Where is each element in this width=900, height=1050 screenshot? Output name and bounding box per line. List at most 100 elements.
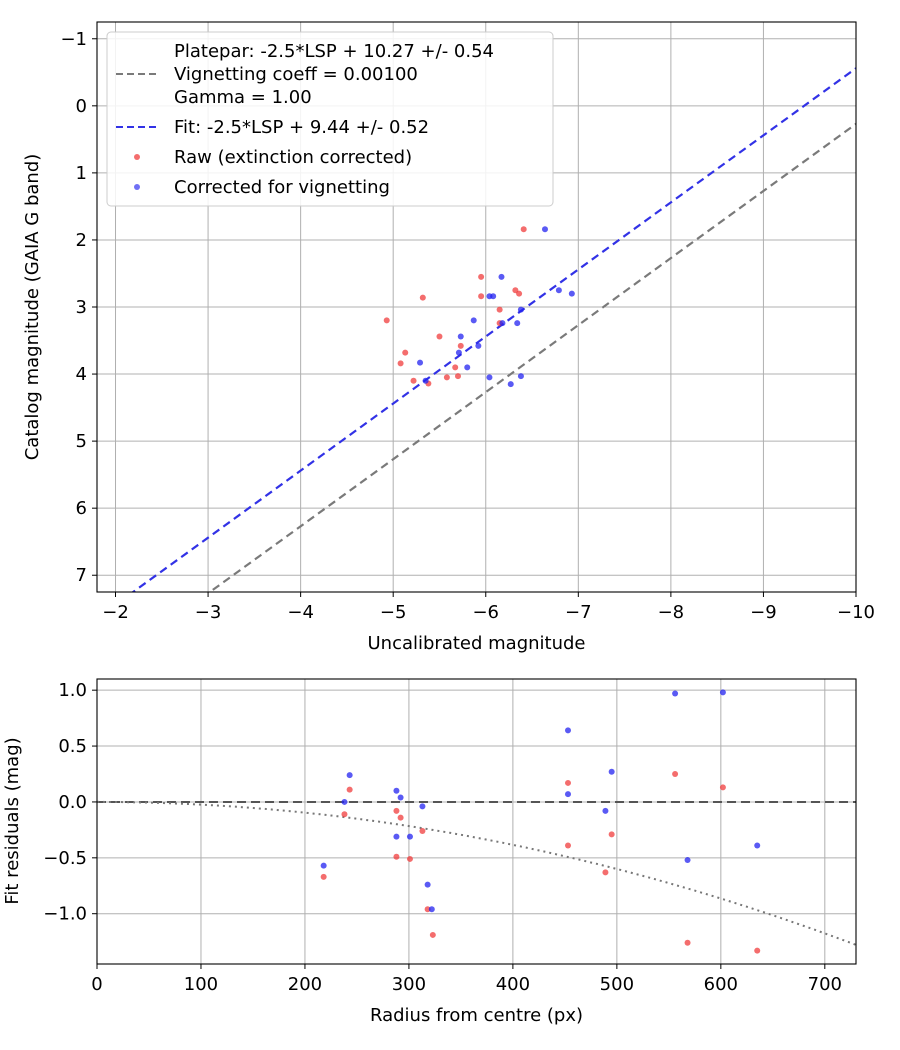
x-tick-label: 500 (600, 974, 634, 995)
raw-point (608, 831, 615, 838)
raw-point (402, 349, 409, 356)
corrected-point (517, 306, 524, 313)
raw-point (397, 814, 404, 821)
y-tick-label: 5 (76, 431, 87, 452)
corrected-point (684, 857, 691, 864)
y-tick-label: 1 (76, 163, 87, 184)
legend-corrected-label: Corrected for vignetting (174, 177, 390, 198)
raw-point (719, 784, 726, 791)
platepar-line (208, 123, 856, 592)
corrected-point (393, 787, 400, 794)
x-tick-label: −9 (750, 602, 777, 623)
x-tick-label: 400 (496, 974, 530, 995)
corrected-point (417, 359, 424, 366)
corrected-point (490, 293, 497, 300)
x-tick-label: 700 (808, 974, 842, 995)
raw-point (496, 306, 503, 313)
corrected-point (541, 226, 548, 233)
x-tick-label: 100 (184, 974, 218, 995)
fit-line (131, 67, 856, 592)
x-tick-label: 0 (91, 974, 102, 995)
y-tick-label: 0.5 (58, 736, 87, 757)
corrected-point (602, 807, 609, 814)
top-x-axis-label: Uncalibrated magnitude (367, 633, 585, 654)
x-tick-label: −2 (102, 602, 129, 623)
raw-point (393, 807, 400, 814)
corrected-point (517, 373, 524, 380)
corrected-point (507, 381, 514, 388)
raw-point (436, 333, 443, 340)
bottom-reference-lines (97, 800, 856, 946)
x-tick-label: −4 (287, 602, 314, 623)
legend-gamma-label: Gamma = 1.00 (174, 87, 312, 108)
corrected-point (672, 690, 679, 697)
raw-point (478, 273, 485, 280)
raw-point (672, 771, 679, 777)
corrected-point (393, 833, 400, 840)
raw-point (452, 364, 459, 371)
legend-corrected-marker (134, 184, 140, 190)
raw-point (516, 290, 523, 297)
top-fit-lines (131, 67, 856, 592)
corrected-point (397, 794, 404, 801)
raw-point (383, 317, 390, 324)
corrected-point (499, 320, 506, 327)
legend-raw-label: Raw (extinction corrected) (174, 147, 412, 168)
y-tick-label: 2 (76, 230, 87, 251)
raw-point (684, 939, 691, 946)
corrected-point (754, 842, 761, 849)
raw-point (341, 811, 348, 818)
raw-point (564, 779, 571, 786)
corrected-point (346, 772, 353, 779)
raw-point (754, 947, 761, 954)
corrected-point (424, 881, 431, 888)
raw-point (346, 786, 353, 793)
x-tick-label: −8 (658, 602, 685, 623)
corrected-point (464, 364, 471, 371)
raw-point (429, 931, 436, 938)
bottom-y-axis-label: Fit residuals (mag) (2, 737, 23, 904)
corrected-point (320, 862, 327, 869)
raw-point (406, 855, 413, 862)
corrected-point (455, 349, 462, 356)
y-tick-label: 7 (76, 565, 87, 586)
y-tick-label: 3 (76, 297, 87, 318)
raw-point (320, 873, 327, 880)
raw-point (478, 293, 485, 300)
bottom-scatter-points (320, 689, 761, 954)
x-tick-label: −6 (472, 602, 499, 623)
raw-point (443, 374, 450, 381)
legend-vignetting-label: Vignetting coeff = 0.00100 (174, 64, 418, 85)
legend-fit-label: Fit: -2.5*LSP + 9.44 +/- 0.52 (174, 117, 429, 138)
corrected-point (608, 768, 615, 775)
corrected-point (457, 333, 464, 340)
y-tick-label: 0.0 (58, 792, 87, 813)
x-tick-label: −5 (380, 602, 407, 623)
corrected-point (719, 689, 726, 696)
raw-point (419, 294, 426, 301)
x-tick-label: 600 (704, 974, 738, 995)
legend-platepar-label: Platepar: -2.5*LSP + 10.27 +/- 0.54 (174, 41, 494, 62)
raw-point (564, 842, 571, 849)
vignetting-curve (97, 800, 856, 946)
raw-point (457, 342, 464, 349)
top-y-axis-label: Catalog magnitude (GAIA G band) (22, 154, 43, 461)
y-tick-label: −1.0 (43, 904, 87, 925)
raw-point (520, 226, 527, 233)
raw-point (393, 853, 400, 860)
corrected-point (568, 290, 575, 297)
raw-point (419, 828, 426, 834)
bottom-axis-ticks: 0 100 200 300 400 500 600 700 1.0 0.5 0.0 −0.5 −1.0 (43, 680, 842, 995)
corrected-point (470, 317, 477, 324)
corrected-point (564, 727, 571, 734)
legend-raw-marker (134, 154, 140, 160)
raw-point (602, 869, 609, 876)
corrected-point (564, 791, 571, 798)
y-tick-label: −0.5 (43, 848, 87, 869)
corrected-point (555, 287, 562, 294)
corrected-point (422, 377, 429, 384)
raw-point (397, 360, 404, 367)
x-tick-label: 200 (288, 974, 322, 995)
